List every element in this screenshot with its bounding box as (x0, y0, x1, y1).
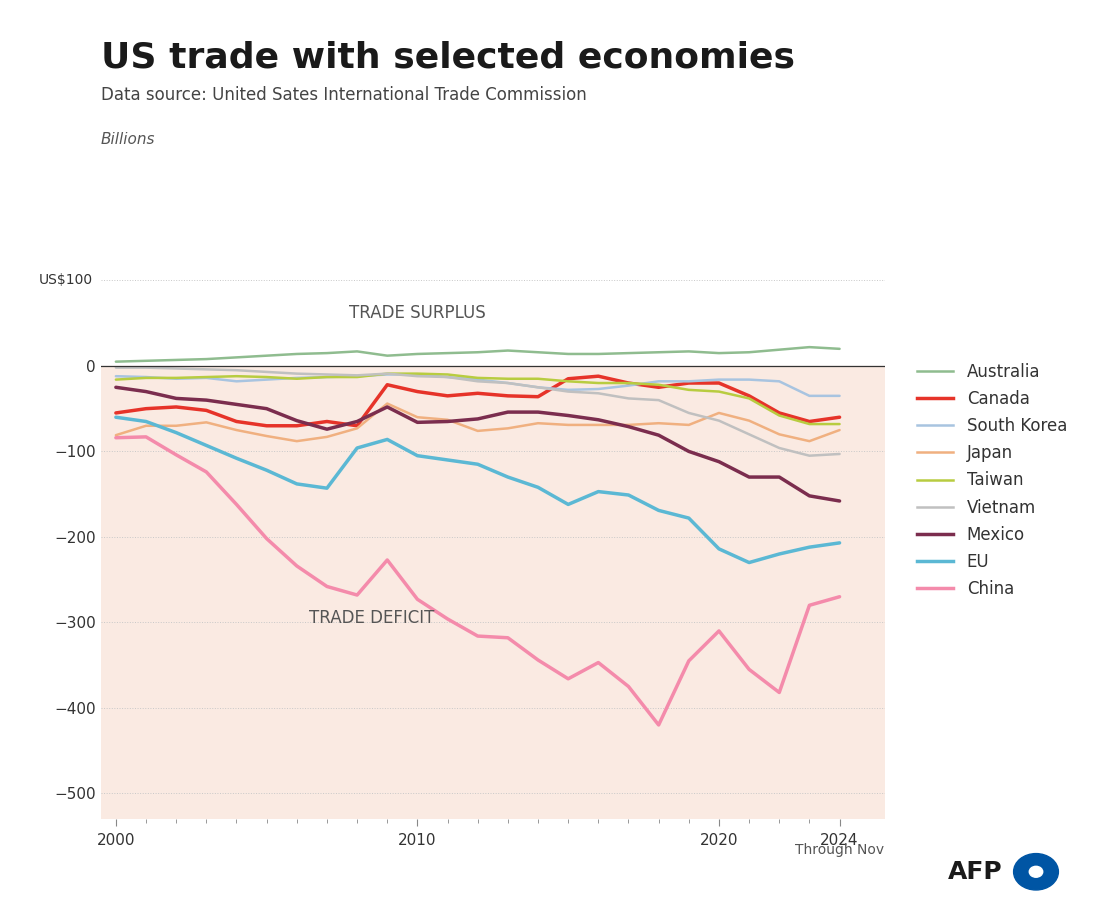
Text: TRADE DEFICIT: TRADE DEFICIT (309, 609, 435, 627)
Text: US$100: US$100 (39, 273, 93, 288)
Text: TRADE SURPLUS: TRADE SURPLUS (349, 304, 486, 322)
Legend: Australia, Canada, South Korea, Japan, Taiwan, Vietnam, Mexico, EU, China: Australia, Canada, South Korea, Japan, T… (916, 363, 1067, 598)
Text: Billions: Billions (101, 132, 156, 147)
Text: Through Nov: Through Nov (795, 843, 884, 857)
Text: Data source: United Sates International Trade Commission: Data source: United Sates International … (101, 86, 587, 105)
Text: AFP: AFP (948, 860, 1002, 884)
Text: US trade with selected economies: US trade with selected economies (101, 41, 795, 75)
Bar (101, 366, 885, 819)
